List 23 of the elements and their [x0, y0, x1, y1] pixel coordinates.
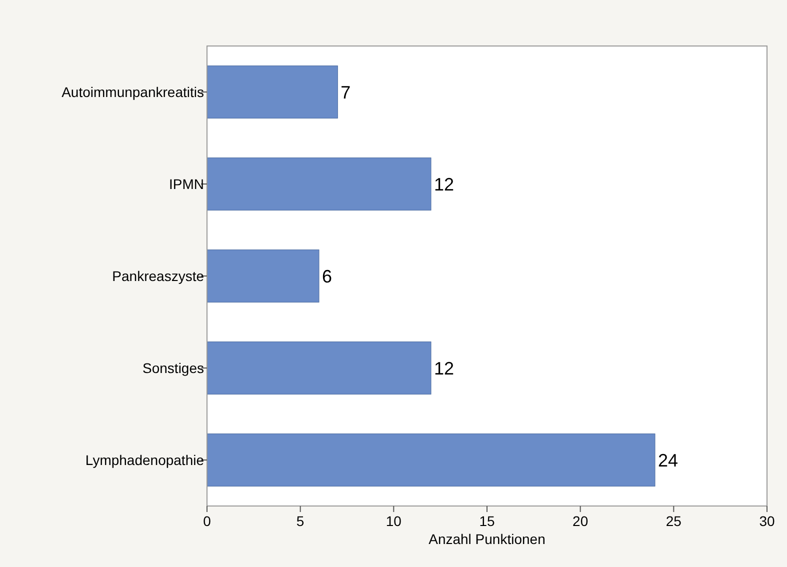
bar — [206, 342, 432, 394]
data-label: 12 — [434, 174, 454, 194]
x-tick-label: 30 — [759, 513, 775, 529]
y-tick-label: IPMN — [169, 176, 204, 192]
y-tick-label: Pankreaszyste — [112, 268, 204, 284]
x-tick-label: 20 — [572, 513, 588, 529]
x-tick-label: 10 — [386, 513, 402, 529]
data-label: 12 — [434, 358, 454, 378]
data-label: 24 — [658, 450, 678, 470]
bar — [206, 158, 432, 210]
bar — [206, 250, 320, 302]
bar — [206, 66, 338, 118]
data-label: 6 — [322, 266, 332, 286]
x-tick-label: 25 — [666, 513, 682, 529]
x-tick-label: 0 — [203, 513, 212, 529]
y-tick-label: Lymphadenopathie — [85, 452, 204, 468]
data-label: 7 — [340, 82, 351, 102]
x-tick-label: 15 — [479, 513, 495, 529]
bar — [206, 434, 656, 486]
y-tick-label: Sonstiges — [142, 360, 204, 376]
x-tick-label: 5 — [296, 513, 304, 529]
x-axis-title: Anzahl Punktionen — [428, 531, 546, 547]
y-tick-label: Autoimmunpankreatitis — [62, 84, 204, 100]
